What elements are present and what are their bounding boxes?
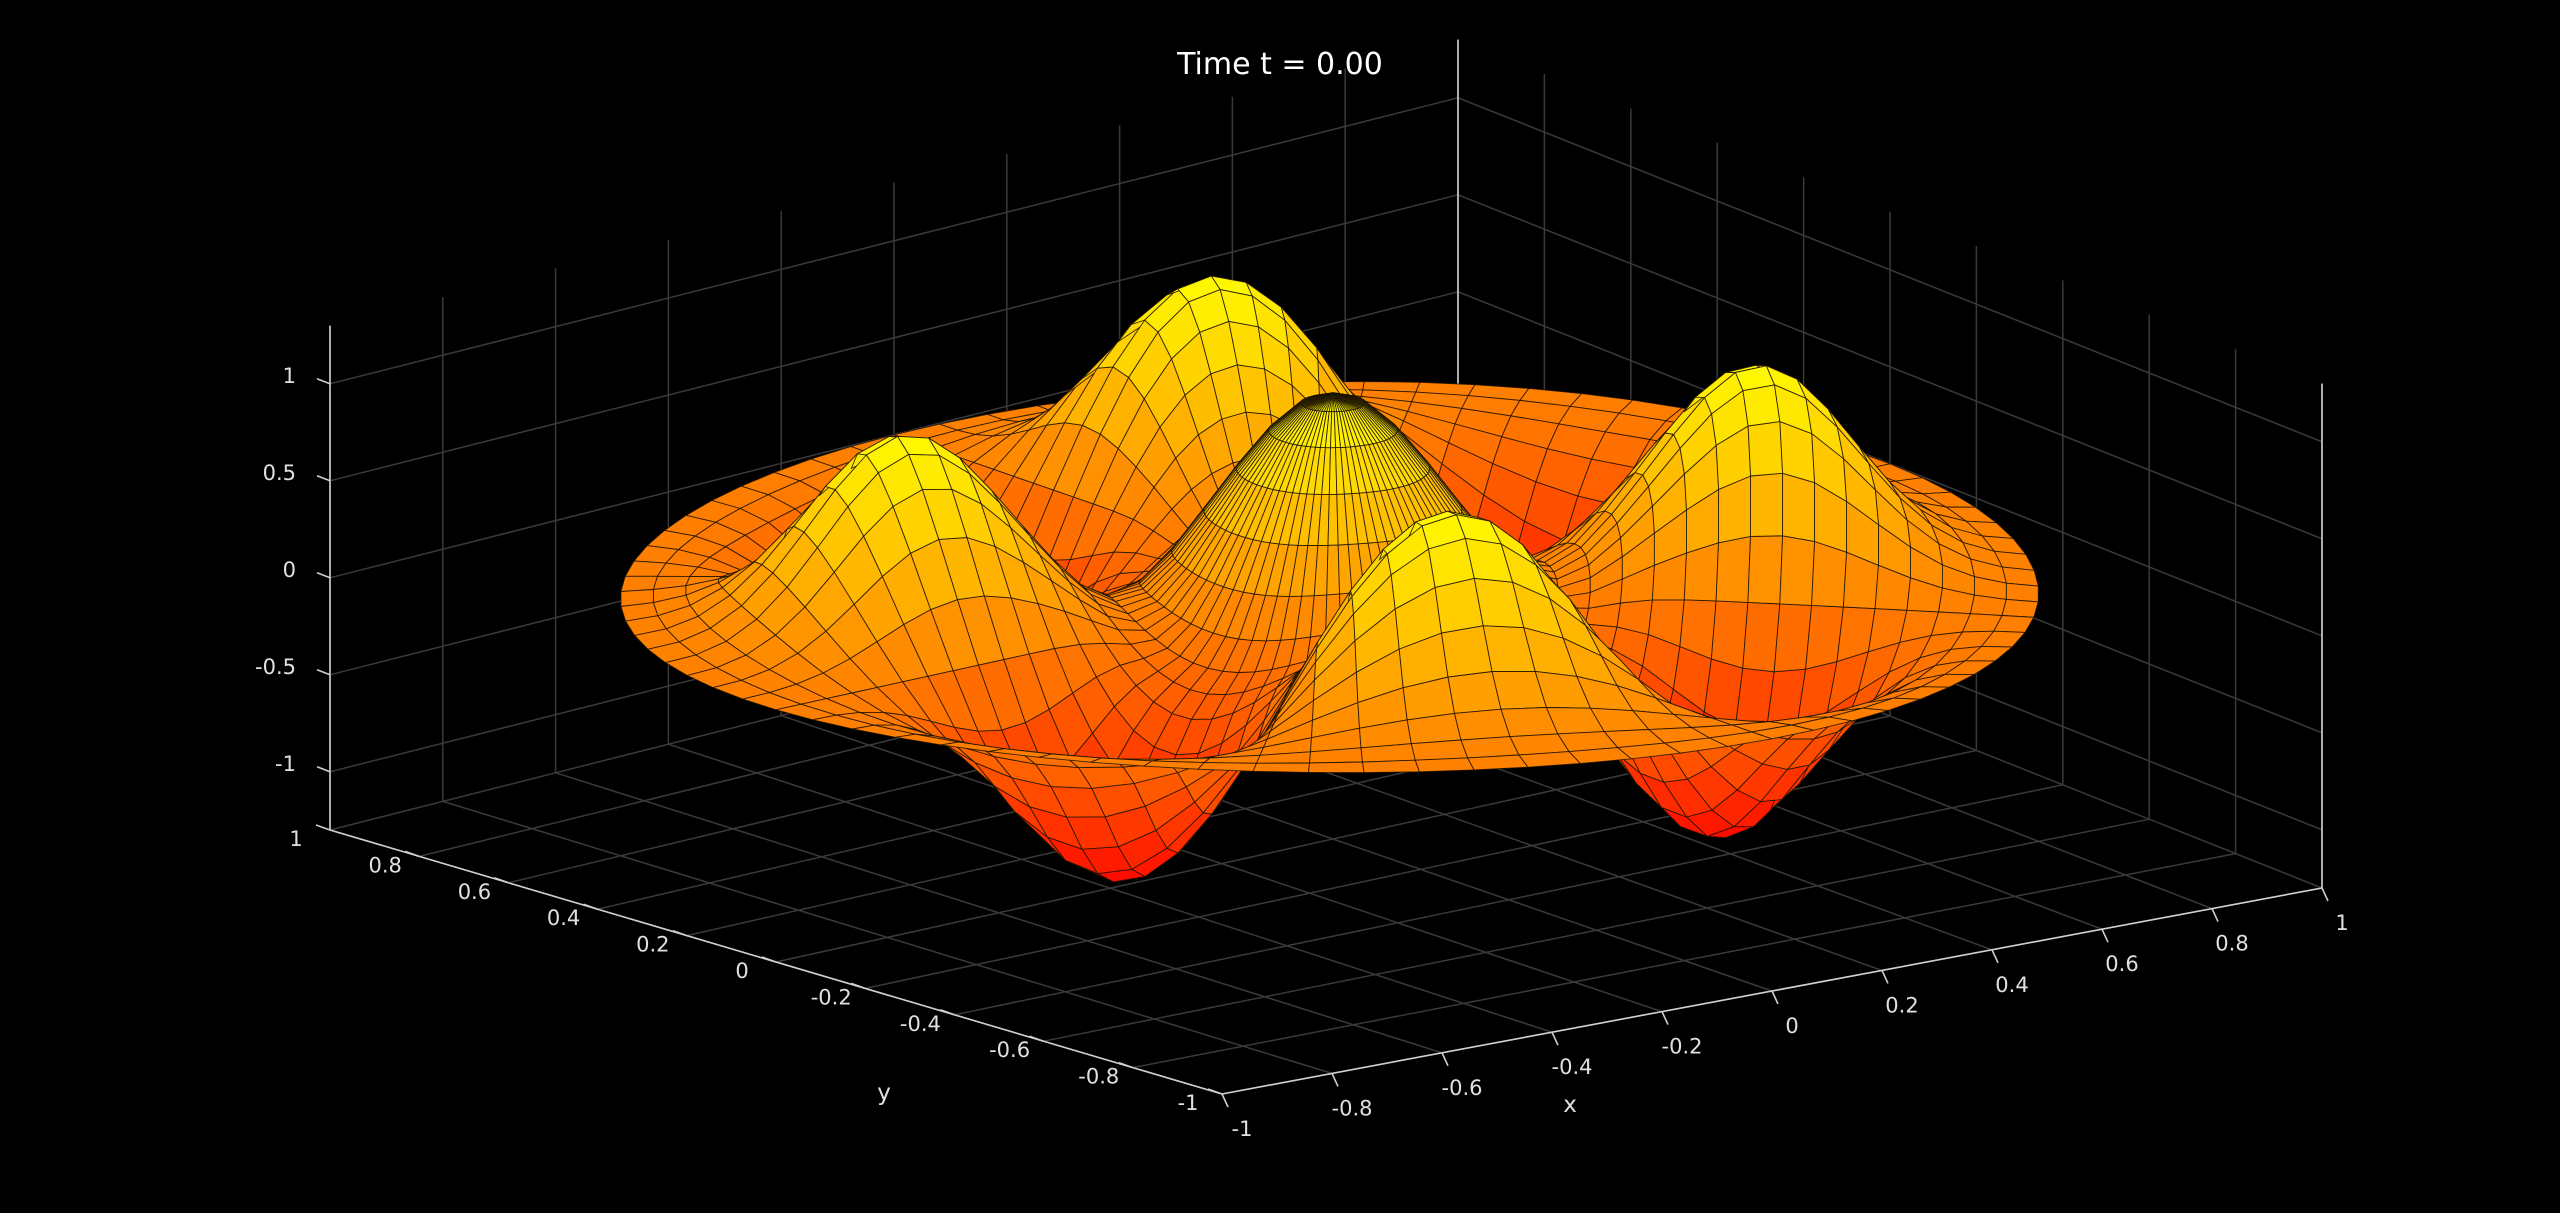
surface-patch — [1893, 686, 1950, 700]
x-tick-mark — [1771, 990, 1779, 1005]
z-tick-mark — [316, 766, 331, 773]
floor-grid-y — [1043, 818, 2150, 1042]
x-axis-label: x — [1563, 1092, 1577, 1118]
y-tick-mark — [404, 850, 420, 858]
surface-patch — [1460, 736, 1520, 759]
surface-patch — [1326, 544, 1340, 596]
x-tick-label: -0.8 — [1332, 1096, 1373, 1120]
surface-patch — [1361, 759, 1421, 774]
z-tick-label: -0.5 — [255, 655, 296, 679]
x-tick-label: -1 — [1232, 1117, 1253, 1141]
surface-patch — [980, 502, 1025, 564]
z-tick-label: 0.5 — [263, 461, 296, 485]
surface-patch — [1466, 754, 1529, 771]
y-tick-label: -0.8 — [1078, 1065, 1119, 1089]
x-tick-mark — [1551, 1031, 1559, 1046]
y-tick-mark — [1029, 1035, 1044, 1042]
chart-title: Time t = 0.00 — [1176, 47, 1383, 82]
y-tick-label: 0 — [735, 959, 748, 983]
surface-patch — [1747, 421, 1784, 477]
x-tick-mark — [1881, 970, 1889, 984]
x-tick-label: 0.4 — [1995, 973, 2028, 997]
surface-patch — [1715, 535, 1751, 603]
surface-patch — [1710, 600, 1749, 669]
x-tick-mark — [1331, 1073, 1339, 1087]
x-tick-label: 0 — [1785, 1014, 1798, 1038]
wall-grid-z — [1457, 97, 2323, 443]
y-tick-mark — [761, 956, 777, 963]
surface-patch — [1453, 708, 1511, 741]
y-axis-label: y — [877, 1080, 891, 1106]
y-tick-label: -0.4 — [900, 1012, 941, 1036]
y-tick-label: 0.2 — [636, 933, 669, 957]
y-tick-mark — [1118, 1061, 1134, 1069]
surface-patch — [1252, 762, 1311, 773]
y-tick-label: -1 — [1178, 1091, 1199, 1115]
y-tick-label: -0.6 — [989, 1038, 1030, 1062]
y-tick-label: 1 — [289, 827, 302, 851]
x-tick-label: -0.6 — [1442, 1076, 1483, 1100]
x-tick-label: 1 — [2335, 911, 2348, 935]
y-tick-mark — [940, 1009, 955, 1016]
y-tick-label: 0.4 — [547, 906, 580, 930]
floor-grid-y — [954, 784, 2063, 1016]
surface-patch — [2005, 582, 2039, 603]
surface-patch — [2001, 598, 2039, 618]
y-tick-label: 0.8 — [368, 853, 401, 877]
x-tick-mark — [1221, 1093, 1229, 1108]
surface-patch — [1307, 761, 1365, 774]
x-tick-label: -0.2 — [1662, 1035, 1703, 1059]
x-tick-mark — [2211, 908, 2219, 922]
y-tick-mark — [850, 982, 866, 990]
surface-patch — [1447, 671, 1502, 714]
x-tick-label: 0.6 — [2105, 952, 2138, 976]
surface-mesh — [620, 275, 2039, 883]
x-tick-label: 0.2 — [1885, 993, 1918, 1017]
x-tick-label: 0.8 — [2215, 932, 2248, 956]
z-tick-mark — [316, 669, 331, 676]
surface-patch — [1414, 757, 1475, 773]
y-tick-mark — [315, 824, 331, 831]
surface-patch — [1811, 540, 1848, 608]
x-tick-mark — [1441, 1052, 1449, 1067]
y-tick-label: -0.2 — [811, 985, 852, 1009]
z-tick-label: 0 — [283, 558, 296, 582]
z-tick-mark — [316, 378, 331, 385]
y-tick-mark — [494, 877, 509, 884]
x-tick-mark — [1991, 949, 1999, 964]
surface-patch — [1742, 384, 1781, 427]
x-tick-label: -0.4 — [1552, 1055, 1593, 1079]
z-tick-label: -1 — [275, 752, 296, 776]
y-tick-mark — [672, 929, 688, 937]
z-tick-mark — [316, 572, 331, 579]
surface-patch — [1779, 535, 1816, 606]
surface-patch — [1750, 472, 1784, 537]
z-tick-mark — [316, 475, 331, 482]
y-tick-mark — [583, 903, 598, 910]
surface-patch — [1410, 739, 1469, 761]
wall-grid-z — [329, 97, 1459, 385]
z-tick-label: 1 — [283, 364, 296, 388]
surface-patch — [1747, 535, 1784, 605]
wall-grid-z — [1457, 194, 2323, 540]
y-tick-label: 0.6 — [458, 880, 491, 904]
wall-grid-z — [329, 194, 1459, 482]
axis-ticks: -1 -0.8 -0.6 -0.4 -0.2 0 0.2 0.4 0.6 0.8 1 -1 -0.8 -0… — [255, 364, 2349, 1141]
y-tick-mark — [1207, 1088, 1223, 1095]
x-tick-mark — [2321, 887, 2329, 902]
x-tick-mark — [1661, 1011, 1669, 1025]
surface-patch — [1742, 601, 1781, 673]
floor-grid-y — [1132, 852, 2236, 1069]
surface-patch — [1782, 472, 1816, 543]
x-tick-mark — [2101, 928, 2109, 943]
